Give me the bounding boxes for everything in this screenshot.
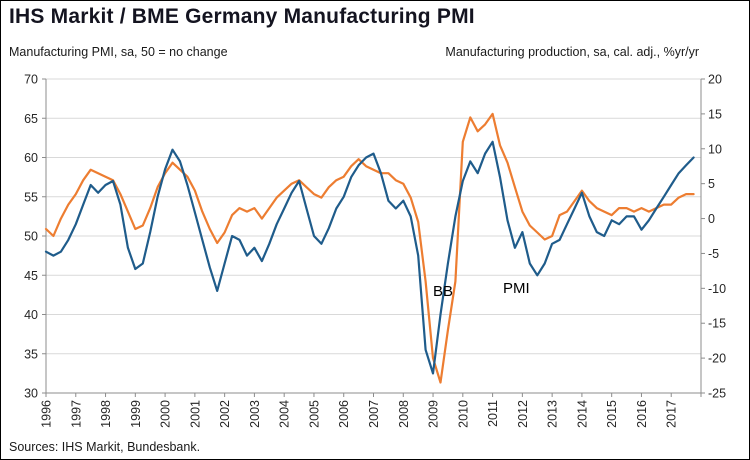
svg-text:2007: 2007 [367,400,381,428]
svg-text:50: 50 [24,230,38,244]
svg-text:2017: 2017 [665,400,679,428]
svg-text:2013: 2013 [546,400,560,428]
svg-text:2002: 2002 [218,400,232,428]
svg-text:2003: 2003 [248,400,262,428]
svg-text:-25: -25 [708,387,726,401]
svg-text:0: 0 [708,212,715,226]
svg-text:2001: 2001 [188,400,202,428]
svg-text:5: 5 [708,177,715,191]
svg-text:2004: 2004 [278,400,292,428]
svg-text:60: 60 [24,151,38,165]
svg-text:1996: 1996 [40,400,54,428]
svg-text:20: 20 [708,73,722,87]
svg-text:2016: 2016 [635,400,649,428]
svg-text:35: 35 [24,347,38,361]
svg-text:1999: 1999 [129,400,143,428]
series-label-bb: BB [433,283,454,300]
svg-text:2014: 2014 [575,400,589,428]
svg-text:2010: 2010 [456,400,470,428]
svg-text:70: 70 [24,73,38,87]
svg-text:-20: -20 [708,352,726,366]
left-axis-title: Manufacturing PMI, sa, 50 = no change [9,45,228,59]
svg-text:2011: 2011 [486,400,500,427]
svg-text:2015: 2015 [605,400,619,428]
svg-text:-10: -10 [708,282,726,296]
svg-text:40: 40 [24,308,38,322]
chart-title: IHS Markit / BME Germany Manufacturing P… [9,5,475,28]
right-axis-title: Manufacturing production, sa, cal. adj.,… [445,45,699,59]
svg-text:2005: 2005 [307,400,321,428]
svg-text:2009: 2009 [427,400,441,428]
svg-text:-5: -5 [708,247,719,261]
svg-text:10: 10 [708,142,722,156]
svg-text:55: 55 [24,190,38,204]
svg-text:2012: 2012 [516,400,530,428]
svg-text:15: 15 [708,107,722,121]
series-label-pmi: PMI [503,280,530,297]
svg-text:1998: 1998 [99,400,113,428]
svg-text:30: 30 [24,387,38,401]
svg-text:65: 65 [24,112,38,126]
svg-text:2000: 2000 [159,400,173,428]
svg-text:2006: 2006 [337,400,351,428]
svg-text:2008: 2008 [397,400,411,428]
source-note: Sources: IHS Markit, Bundesbank. [9,440,201,454]
svg-text:-15: -15 [708,317,726,331]
svg-text:1997: 1997 [69,400,83,428]
svg-text:45: 45 [24,269,38,283]
